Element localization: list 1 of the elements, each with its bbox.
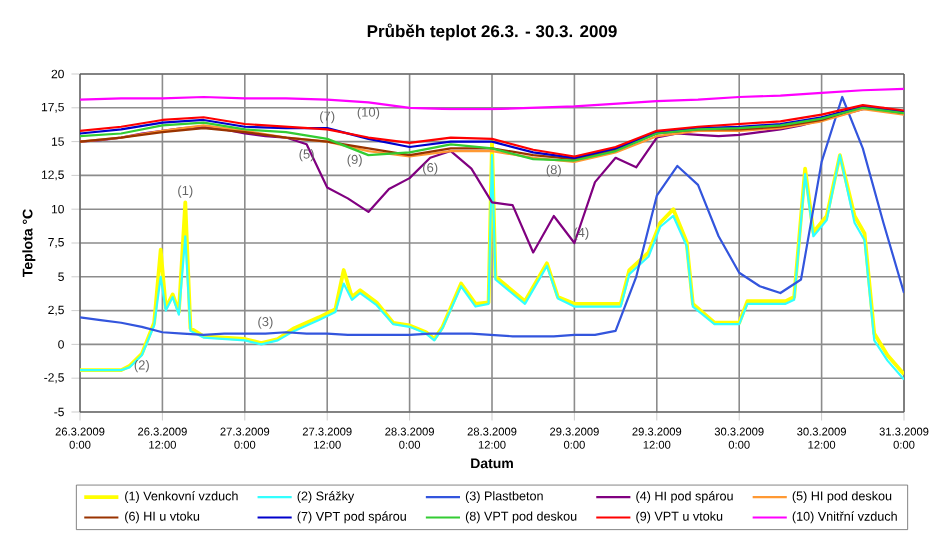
chart-title: Průběh teplot 26.3. - 30.3. 2009 [367,23,617,41]
